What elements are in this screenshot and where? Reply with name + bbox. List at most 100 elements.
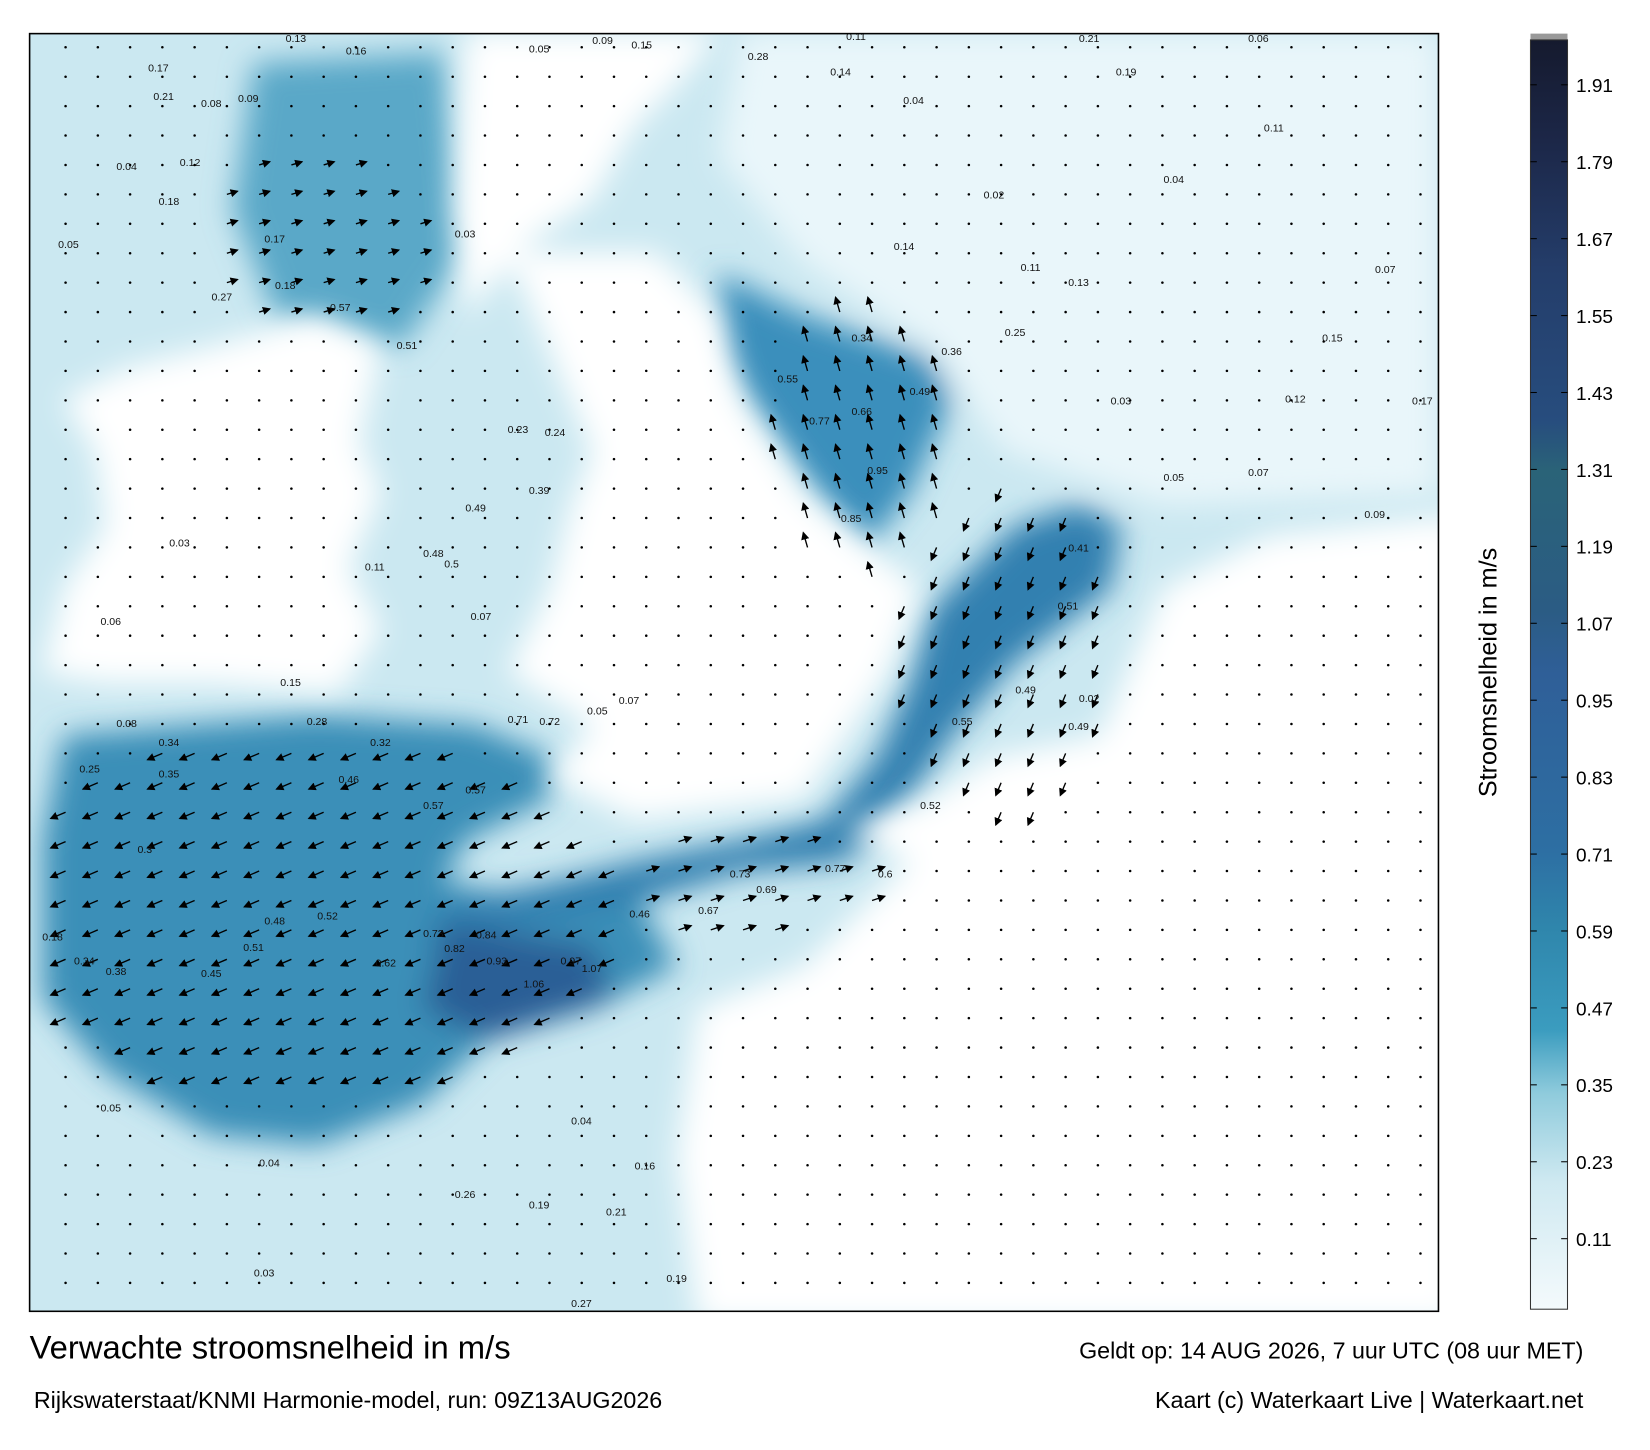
grid-dot xyxy=(1161,457,1164,461)
grid-dot xyxy=(548,457,551,461)
grid-dot xyxy=(128,222,132,226)
grid-dot xyxy=(612,251,616,255)
grid-dot xyxy=(644,222,648,226)
grid-dot xyxy=(612,663,616,667)
current-arrow xyxy=(146,958,163,967)
grid-dot xyxy=(709,428,713,432)
grid-dot xyxy=(1096,987,1100,990)
grid-dot xyxy=(967,1163,971,1167)
grid-dot xyxy=(1386,340,1390,343)
grid-dot xyxy=(290,722,293,726)
grid-dot xyxy=(322,75,325,78)
grid-dot xyxy=(677,251,680,255)
current-arrow xyxy=(597,958,615,967)
grid-dot xyxy=(1225,634,1229,637)
grid-dot xyxy=(967,487,971,490)
grid-dot xyxy=(322,399,325,402)
grid-dot xyxy=(870,46,874,49)
grid-dot xyxy=(96,1134,100,1138)
grid-dot xyxy=(1225,193,1229,196)
grid-dot xyxy=(677,46,680,49)
grid-dot xyxy=(612,1281,616,1285)
grid-dot xyxy=(1064,958,1067,961)
grid-dot xyxy=(290,516,293,520)
grid-dot xyxy=(257,1163,261,1167)
grid-dot xyxy=(515,1222,519,1226)
grid-dot xyxy=(741,987,745,990)
grid-dot xyxy=(1419,1252,1422,1255)
grid-dot xyxy=(806,1222,809,1226)
grid-dot xyxy=(1161,1163,1164,1167)
grid-dot xyxy=(483,487,487,490)
grid-dot xyxy=(451,1252,454,1255)
grid-dot xyxy=(290,634,293,637)
current-arrow xyxy=(420,277,433,286)
grid-dot xyxy=(1128,428,1132,432)
grid-dot xyxy=(1032,1252,1035,1255)
grid-dot xyxy=(1257,251,1261,255)
current-arrow xyxy=(898,413,906,430)
grid-dot xyxy=(1096,958,1100,961)
grid-dot xyxy=(774,546,777,549)
grid-dot xyxy=(193,487,196,490)
grid-dot xyxy=(1064,399,1067,402)
current-arrow xyxy=(404,841,421,850)
grid-dot xyxy=(870,605,874,608)
grid-dot xyxy=(1128,1281,1132,1285)
grid-dot xyxy=(677,1105,680,1108)
land-area xyxy=(676,517,1439,1312)
grid-dot xyxy=(1032,1105,1035,1108)
grid-dot xyxy=(870,1222,874,1226)
grid-dot xyxy=(1064,457,1067,461)
grid-dot xyxy=(64,1163,67,1167)
grid-dot xyxy=(548,428,551,432)
current-arrow xyxy=(339,1076,357,1085)
grid-dot xyxy=(386,457,390,461)
grid-dot xyxy=(612,546,616,549)
speed-label: 0.48 xyxy=(264,916,285,928)
grid-dot xyxy=(935,869,938,873)
grid-dot xyxy=(935,1105,938,1108)
speed-label: 0.51 xyxy=(397,340,418,352)
grid-dot xyxy=(1290,722,1293,726)
speed-label: 0.52 xyxy=(317,910,338,922)
grid-dot xyxy=(1290,428,1293,432)
current-arrow xyxy=(994,782,1003,797)
deep-channel xyxy=(423,924,614,1041)
grid-dot xyxy=(903,134,906,137)
grid-dot xyxy=(806,75,809,78)
grid-dot xyxy=(935,899,938,902)
grid-dot xyxy=(870,222,874,226)
grid-dot xyxy=(548,134,551,137)
grid-dot xyxy=(1064,310,1067,314)
grid-dot xyxy=(741,163,745,167)
grid-dot xyxy=(1161,487,1164,490)
current-arrow xyxy=(372,958,389,967)
colorbar-tick-label: 1.67 xyxy=(1576,230,1613,251)
grid-dot xyxy=(1225,1134,1229,1138)
grid-dot xyxy=(1128,1163,1132,1167)
grid-dot xyxy=(96,487,100,490)
grid-dot xyxy=(483,1163,487,1167)
colorbar-tick-label: 1.31 xyxy=(1576,461,1613,482)
grid-dot xyxy=(128,546,132,549)
grid-dot xyxy=(709,722,713,726)
grid-dot xyxy=(1032,1134,1035,1138)
grid-dot xyxy=(193,1281,196,1285)
grid-dot xyxy=(1193,193,1196,196)
grid-dot xyxy=(322,1105,325,1108)
grid-dot xyxy=(1128,663,1132,667)
current-arrow xyxy=(994,547,1003,562)
grid-dot xyxy=(935,163,938,167)
grid-dot xyxy=(1128,46,1132,49)
grid-dot xyxy=(290,663,293,667)
land-area xyxy=(42,315,381,694)
current-arrow xyxy=(291,248,304,256)
grid-dot xyxy=(257,605,261,608)
current-arrow xyxy=(807,835,822,844)
grid-dot xyxy=(354,1252,358,1255)
current-arrow xyxy=(146,841,163,850)
grid-dot xyxy=(64,575,67,579)
grid-dot xyxy=(580,693,583,696)
grid-dot xyxy=(741,693,745,696)
